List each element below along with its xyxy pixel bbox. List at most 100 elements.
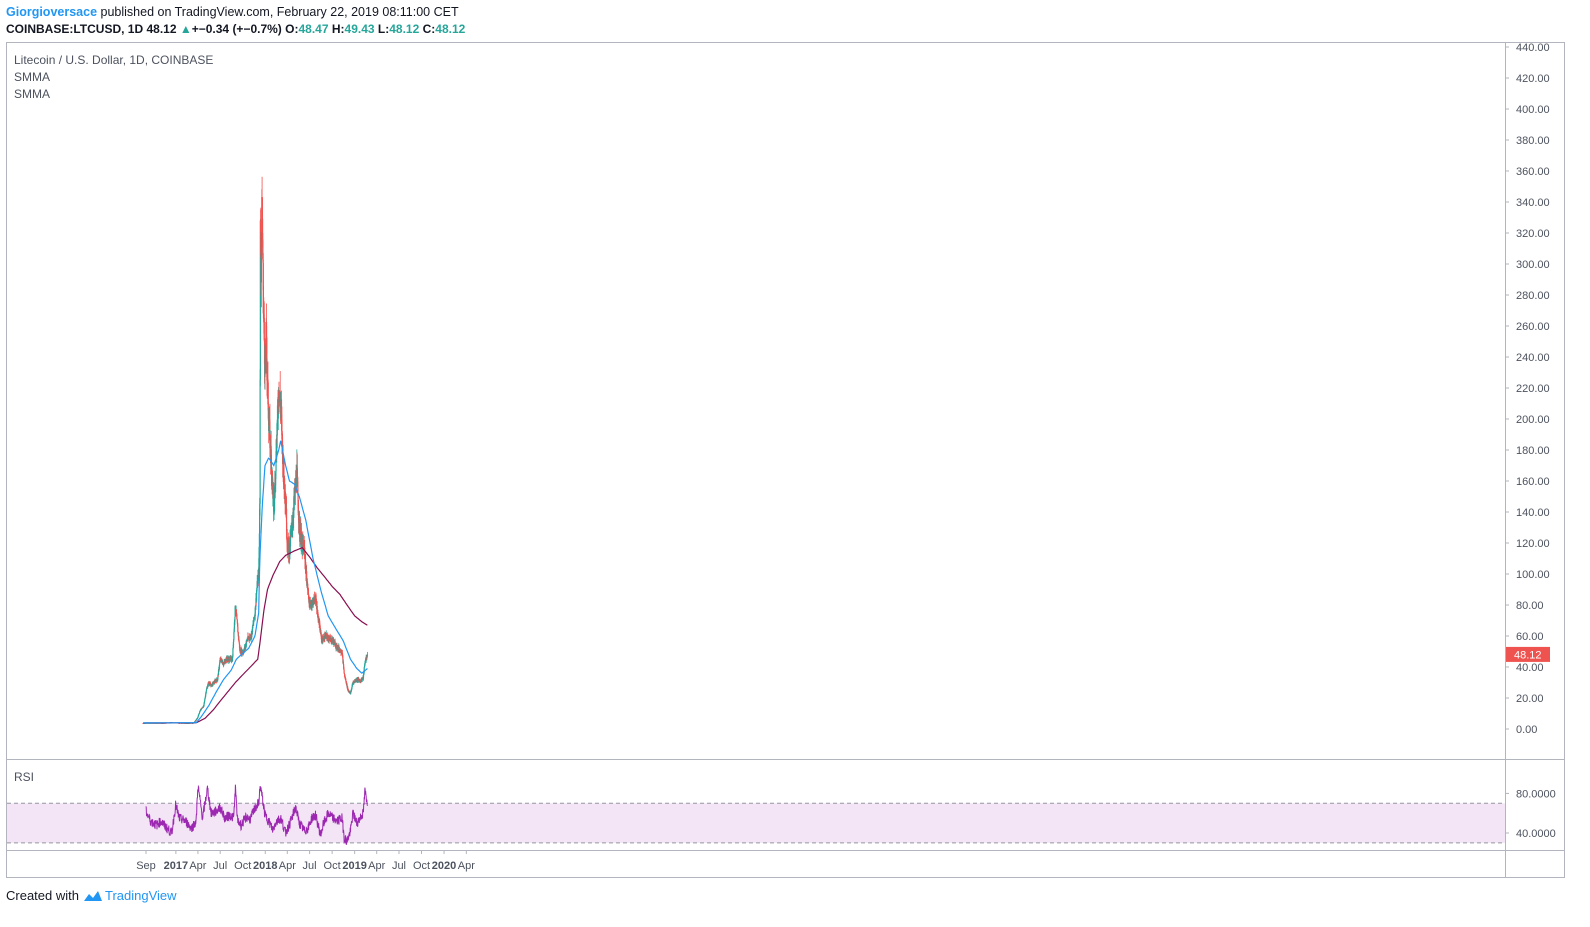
candle-body [366,654,368,656]
candle-body [261,218,264,240]
candle-body [219,659,221,663]
rsi-axis-tick-label: 40.0000 [1516,828,1556,840]
high-label: H: [331,22,345,36]
candle-body [204,698,206,700]
candle-body [267,382,269,411]
candle-body [267,410,270,421]
time-axis-label: Apr [189,860,206,872]
candle-body [233,622,236,630]
candle-body [233,632,235,640]
candle-body [202,707,204,708]
price-axis-tick-label: 0.00 [1516,724,1537,736]
time-axis-label: Oct [234,860,251,872]
price-axis-tick-label: 380.00 [1516,135,1550,147]
candle-body [258,558,260,574]
candle-body [348,691,350,693]
chart-svg[interactable]: 0.00 20.00 40.00 60.00 80.00 100.00 120.00 140.… [6,42,1565,878]
candle-body [259,379,261,504]
candle-body [350,688,353,691]
candle-body [197,715,200,716]
price-axis-tick-label: 140.00 [1516,507,1550,519]
rsi-band [7,803,1505,843]
candle-body [328,637,330,641]
tradingview-logo[interactable]: TradingView [83,888,177,903]
candle-body [365,657,367,661]
candle-body [309,601,311,609]
candle-body [198,712,200,714]
candle-body [363,672,365,675]
price-axis-tick-label: 320.00 [1516,228,1550,240]
candle-body [347,688,349,691]
candle-body [207,684,209,687]
candle-body [205,689,208,691]
open-label: O: [285,22,299,36]
price-axis-tick-label: 420.00 [1516,73,1550,85]
price-badge-text: 48.12 [1514,649,1542,661]
time-axis-label: 2018 [253,860,277,872]
time-axis-label: Jul [213,860,227,872]
chart-container[interactable]: 0.00 20.00 40.00 60.00 80.00 100.00 120.00 140.… [6,42,1565,878]
candle-body [350,690,352,692]
candle-body [362,674,365,679]
candle-body [358,679,360,681]
candle-body [263,339,266,365]
candle-body [320,631,322,635]
candle-body [219,662,221,665]
author-link[interactable]: Giorgioversace [6,5,98,19]
change-up-icon: ▲ [179,22,192,36]
price-axis-tick-label: 360.00 [1516,166,1550,178]
open-value: 48.47 [298,22,329,36]
candle-body [345,679,347,682]
candle-body [258,546,260,559]
candle-body [217,670,220,676]
candle-body [195,720,197,721]
candle-body [212,683,214,685]
smma-fast-line [143,440,368,724]
price-axis-tick-label: 200.00 [1516,414,1550,426]
candle-body [234,606,236,617]
candle-body [249,636,252,639]
candle-body [214,682,216,684]
candle-body [194,721,196,722]
candle-body [354,680,356,682]
candle-body [361,678,363,681]
candle-body [221,661,223,664]
candle-body [314,597,317,602]
candle-body [252,623,254,625]
candle-body [326,637,328,639]
candle-body [216,679,218,681]
time-axis-label: Apr [458,860,475,872]
time-axis-label: Sep [136,860,156,872]
candle-body [272,486,274,489]
candle-body [197,715,199,718]
candle-body [218,664,221,668]
candle-body [343,673,345,674]
candle-body [275,451,277,472]
candle-body [366,655,368,658]
candle-body [205,690,207,693]
legend-title: Litecoin / U.S. Dollar, 1D, COINBASE [14,53,213,67]
created-with-label: Created with [6,888,79,903]
candle-body [287,537,289,544]
candle-body [276,434,278,456]
candle-body [346,685,349,690]
candle-body [291,523,293,528]
candle-body [201,707,203,709]
candle-body [351,688,353,690]
candle-body [238,643,241,649]
candle-body [263,317,265,340]
time-axis-label: Apr [279,860,296,872]
candle-body [334,642,336,647]
candle-body [205,693,207,696]
candle-body [285,508,288,532]
legend-rsi: RSI [14,770,34,784]
candle-body [343,664,345,669]
price-axis-tick-label: 80.00 [1516,600,1544,612]
candle-body [236,620,238,624]
candle-body [346,684,348,688]
price-axis-tick-label: 40.00 [1516,662,1544,674]
time-axis-label: 2019 [342,860,366,872]
rsi-axis-tick-label: 80.0000 [1516,788,1556,800]
publish-info: Giorgioversace published on TradingView.… [6,5,459,19]
candle-body [271,471,273,480]
